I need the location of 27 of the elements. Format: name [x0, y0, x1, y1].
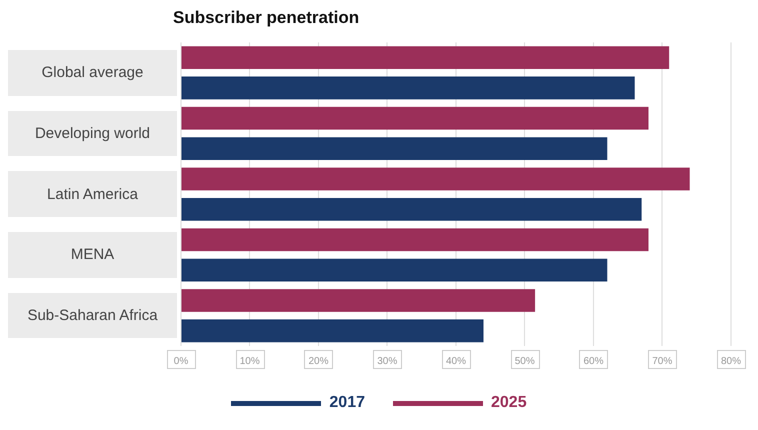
- x-tick-label: 60%: [583, 356, 604, 367]
- text: 2025: [491, 394, 527, 412]
- bar: [182, 106, 648, 130]
- x-tick-label: 0%: [174, 356, 188, 367]
- bar: [182, 198, 642, 221]
- chart-title: Subscriber penetration: [173, 8, 360, 27]
- x-tick-label: 80%: [720, 356, 742, 367]
- x-tick-label: 10%: [240, 356, 260, 367]
- bar: [182, 228, 648, 252]
- x-tick-label: 50%: [514, 356, 535, 367]
- bar: [182, 46, 670, 69]
- y-tick-label: Global average: [42, 64, 144, 82]
- bar: [182, 168, 690, 190]
- bar: [182, 289, 536, 312]
- text: 2017: [329, 394, 365, 412]
- bar: [182, 258, 608, 282]
- x-tick-label: 30%: [377, 356, 398, 367]
- x-tick-label: 20%: [308, 356, 329, 367]
- x-tick-label: 40%: [446, 356, 466, 367]
- y-tick-label: Developing world: [34, 124, 150, 142]
- bar: [182, 76, 635, 100]
- y-tick-label: Sub-Saharan Africa: [27, 307, 158, 324]
- bar: [182, 319, 484, 342]
- y-tick-label: Latin America: [47, 186, 138, 203]
- y-tick-label: MENA: [70, 246, 114, 264]
- bar: [182, 137, 608, 160]
- x-tick-label: 70%: [652, 356, 672, 367]
